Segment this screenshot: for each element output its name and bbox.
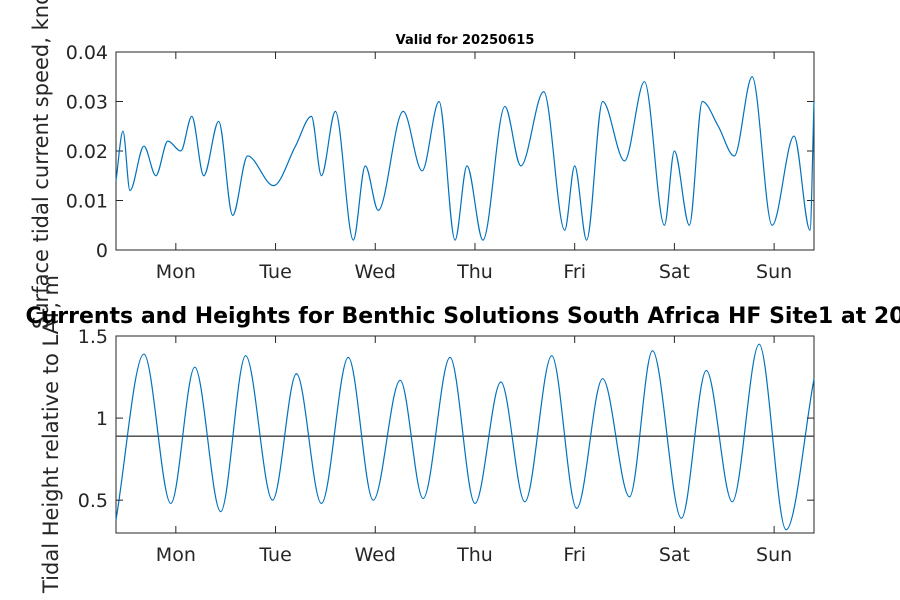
y-tick-label: 0.02	[66, 141, 108, 163]
y-tick-label: 1.5	[78, 326, 108, 348]
y-tick-label: 1	[96, 408, 108, 430]
x-tick-label: Tue	[258, 261, 291, 283]
plot-area-speed	[115, 51, 815, 251]
y-tick-label: 0	[96, 240, 108, 262]
tidal-height-chart: 0.5 1 1.5 Mon Tue Wed Thu Fri Sat Sun Tidal Heig…	[25, 275, 900, 594]
series-line-height	[115, 343, 815, 531]
chart-title-speed: Valid for 20250615	[396, 33, 535, 48]
x-tick-label: Thu	[456, 261, 493, 283]
y-tick-label: 0.5	[78, 490, 108, 512]
current-speed-chart: Valid for 20250615 Surface tidal current…	[29, 0, 815, 329]
x-tick-label: Wed	[355, 544, 396, 566]
chart-title-main: Currents and Heights for Benthic Solutio…	[25, 304, 900, 329]
x-tick-label: Sun	[756, 261, 792, 283]
y-tick-label: 0.04	[66, 42, 108, 64]
x-tick-label: Thu	[456, 544, 493, 566]
y-tick-label: 0.01	[66, 191, 108, 213]
x-tick-label: Wed	[355, 261, 396, 283]
plot-area-height	[115, 335, 815, 534]
x-tick-label: Tue	[258, 544, 291, 566]
y-axis-label-speed: Surface tidal current speed, knots	[29, 0, 53, 329]
x-tick-label: Sun	[756, 544, 792, 566]
x-tick-label: Fri	[563, 261, 586, 283]
x-tick-label: Sat	[659, 261, 690, 283]
series-line-speed	[115, 76, 815, 241]
y-tick-label: 0.03	[66, 92, 108, 114]
x-tick-label: Mon	[156, 544, 196, 566]
x-tick-label: Sat	[659, 544, 690, 566]
x-tick-label: Mon	[156, 261, 196, 283]
x-tick-label: Fri	[563, 544, 586, 566]
y-axis-label-height: Tidal Height relative to LAT, m	[39, 275, 63, 594]
